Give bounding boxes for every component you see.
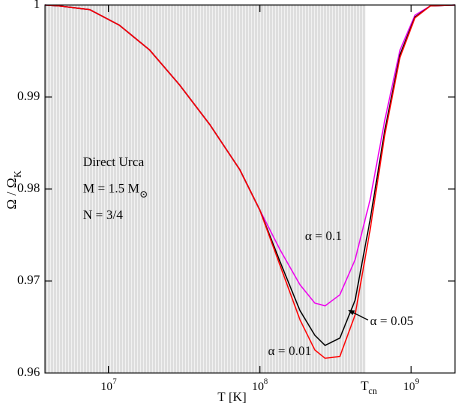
y-tick-label: 1 [34, 0, 41, 11]
note-main: M = 1.5 M [83, 180, 140, 195]
x-tick-exp: 8 [264, 377, 268, 386]
x-tick-base: 10 [101, 379, 113, 393]
note-sub: ⊙ [139, 189, 147, 200]
y-label-sub: K [13, 170, 24, 178]
note: M = 1.5 M⊙ [83, 180, 148, 200]
plot-frame [44, 4, 456, 374]
y-label-main: Ω / Ω [5, 178, 20, 210]
x-tick-exp: 7 [113, 377, 117, 386]
y-tick-label: 0.97 [17, 272, 40, 287]
series-line [44, 4, 456, 359]
shade-label-main: T [361, 378, 369, 393]
x-axis-label: T [K] [217, 389, 246, 404]
shade-label: Tcn [361, 378, 378, 396]
arrow-head [348, 310, 355, 315]
shaded-region [45, 5, 366, 373]
x-tick-label: 107 [101, 377, 117, 392]
x-tick-base: 10 [252, 379, 264, 393]
note: N = 3/4 [83, 207, 123, 222]
y-tick-label: 0.98 [17, 180, 40, 195]
x-tick-label: 108 [252, 377, 268, 392]
x-tick-label: 109 [403, 377, 419, 392]
series-label: α = 0.1 [305, 228, 342, 243]
series-label: α = 0.01 [268, 343, 311, 358]
y-tick-label: 0.96 [17, 364, 40, 379]
x-tick-base: 10 [403, 379, 415, 393]
y-tick-label: 0.99 [17, 88, 40, 103]
note: Direct Urca [83, 154, 144, 169]
shade-label-sub: cn [369, 386, 378, 396]
y-axis-label: Ω / ΩK [5, 170, 24, 210]
series-label: α = 0.05 [370, 313, 413, 328]
x-tick-exp: 9 [415, 377, 419, 386]
